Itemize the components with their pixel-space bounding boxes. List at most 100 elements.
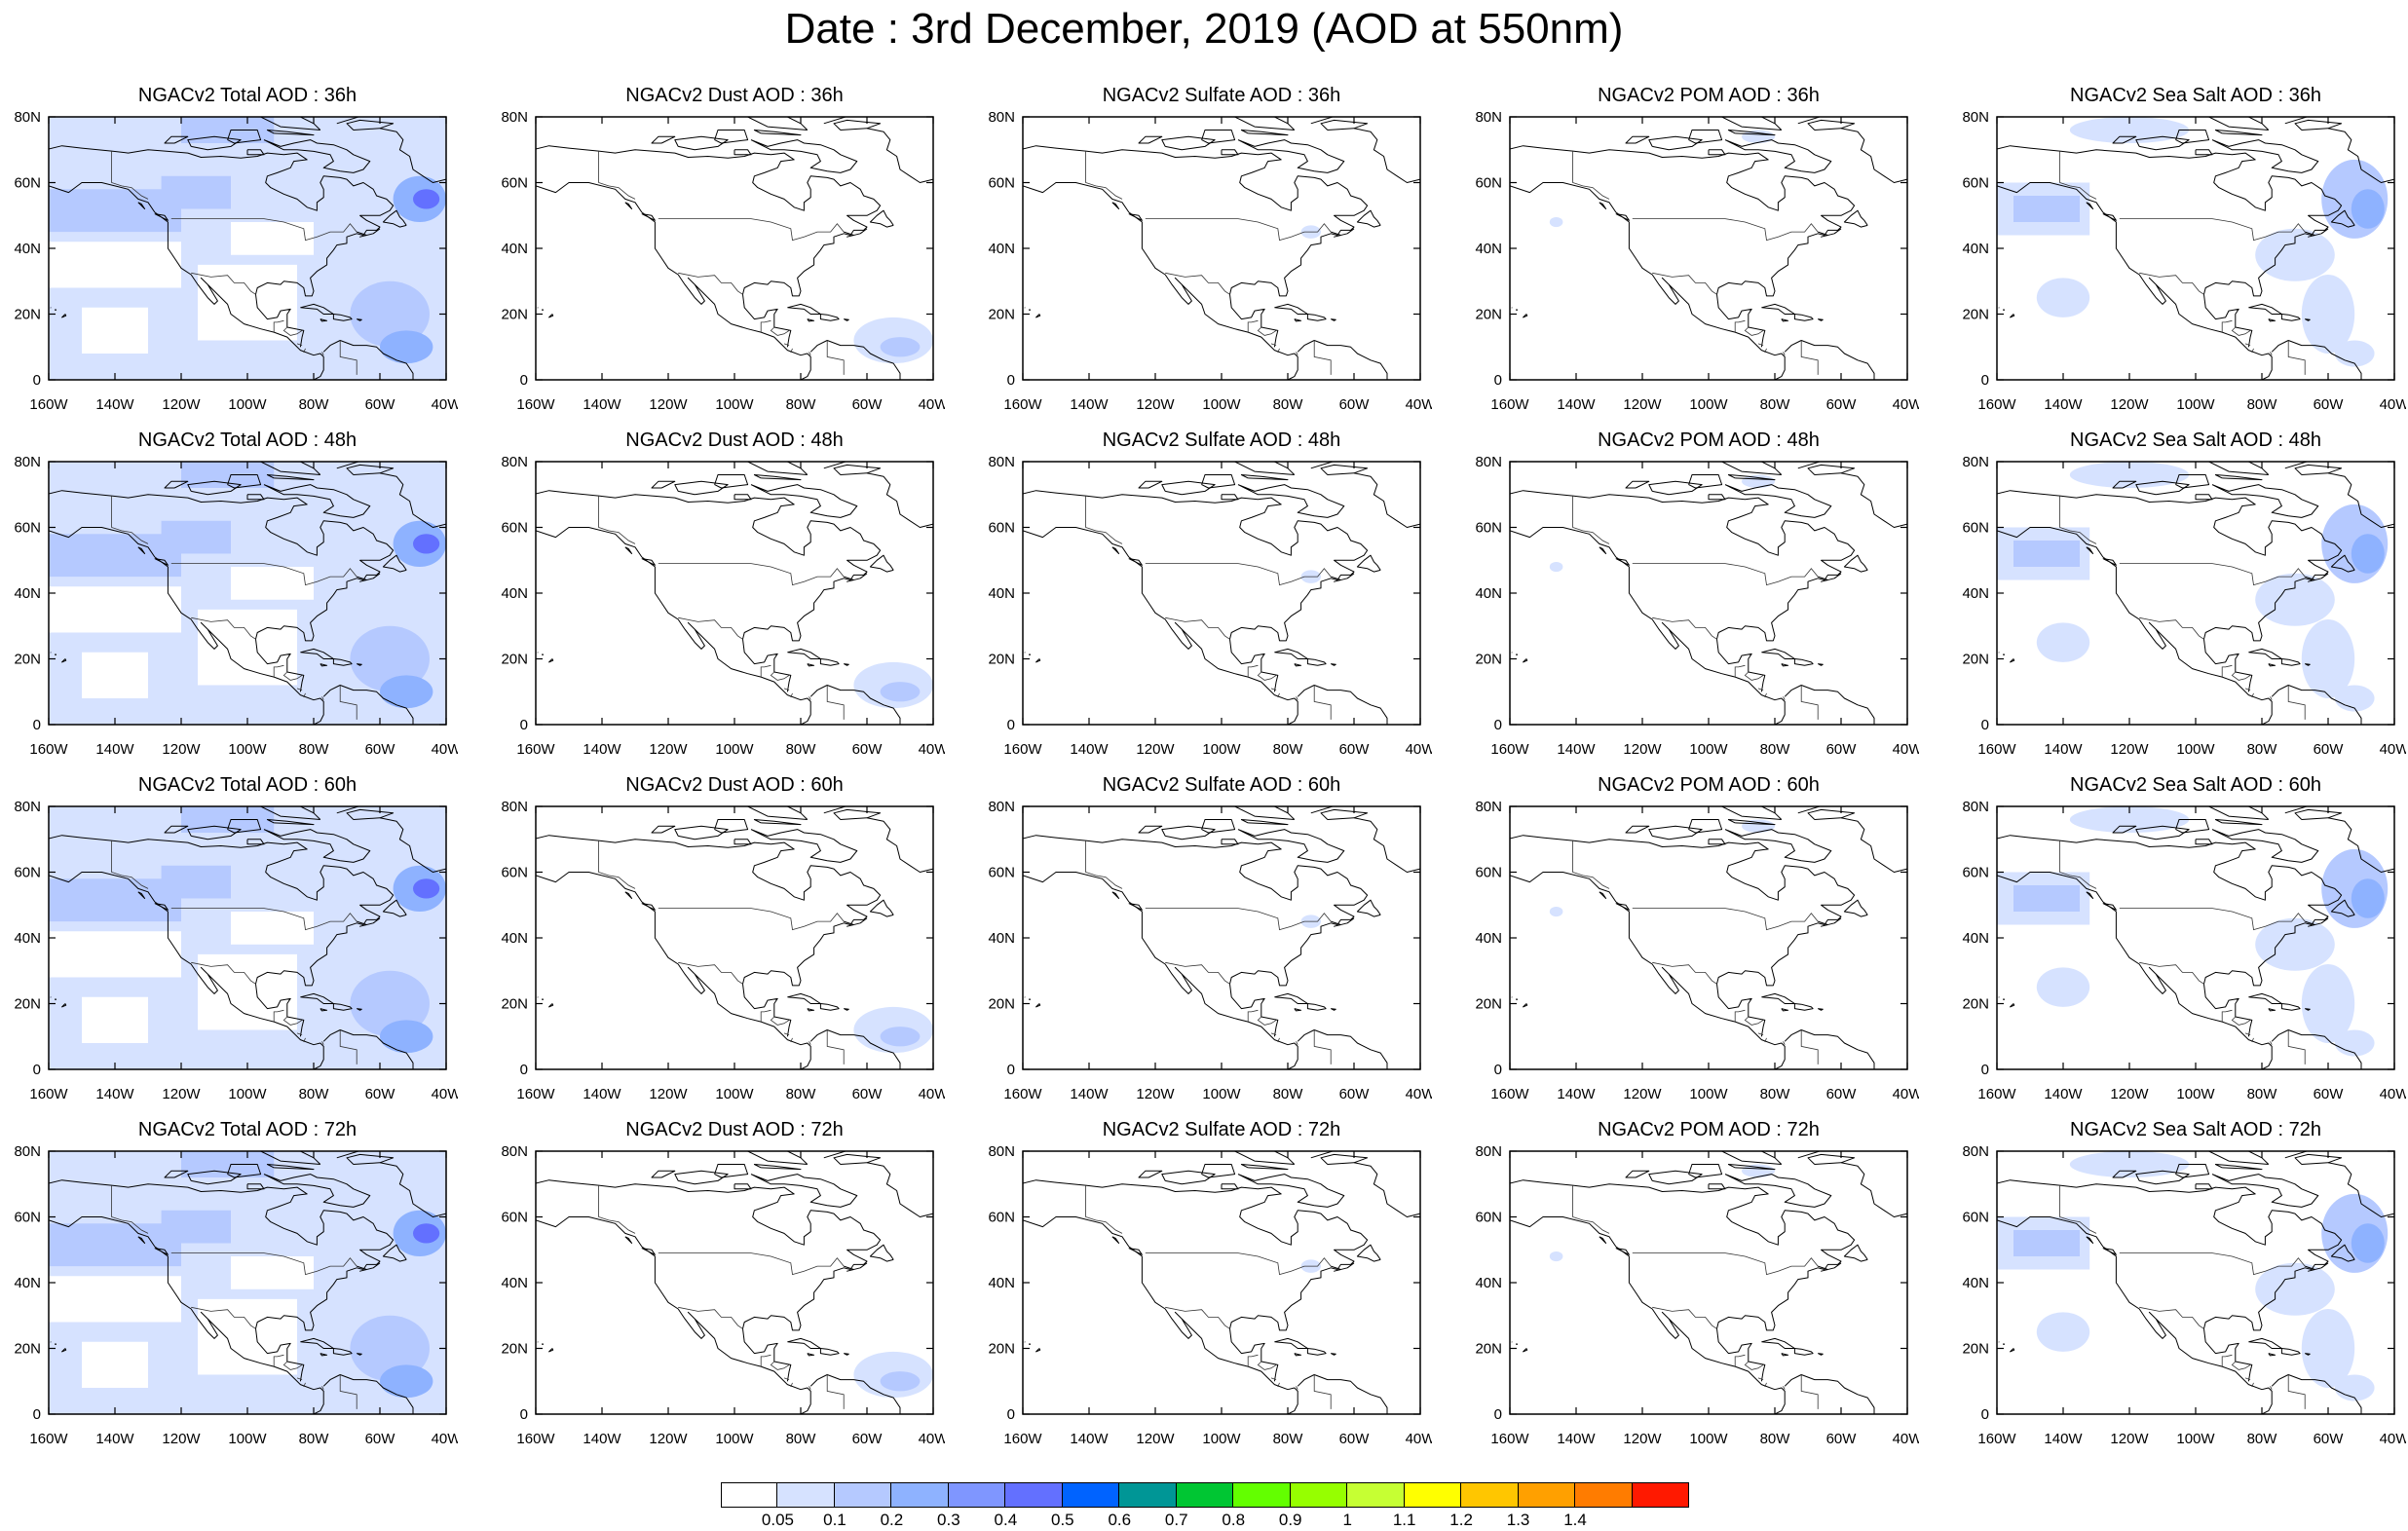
lat-tick-label: 0 — [1007, 1062, 1015, 1078]
lon-tick-label: 80W — [2247, 396, 2278, 413]
lon-tick-label: 60W — [852, 741, 884, 758]
colorbar-swatch — [1233, 1482, 1291, 1508]
map-panel: NGACv2 POM AOD : 36h 160W 140W 120W 100W 80W 6… — [1461, 84, 1919, 415]
lon-tick-label: 100W — [228, 741, 267, 758]
coastlines — [1023, 117, 1420, 380]
panel-title: NGACv2 Total AOD : 36h — [137, 85, 357, 106]
lon-tick-label: 60W — [852, 1431, 884, 1447]
lon-tick-label: 140W — [583, 1431, 621, 1447]
lat-tick-label: 60N — [501, 520, 528, 537]
lat-tick-label: 60N — [988, 175, 1015, 192]
lat-tick-label: 0 — [1494, 717, 1502, 733]
lat-tick-label: 40N — [1475, 241, 1502, 257]
map-frame — [1509, 461, 1908, 726]
lat-tick-label: 80N — [14, 109, 41, 126]
panel-title: NGACv2 Total AOD : 72h — [137, 1119, 357, 1140]
lat-tick-label: 40N — [1475, 585, 1502, 602]
panel-title: NGACv2 POM AOD : 48h — [1598, 429, 1820, 451]
map-plot: 160W 140W 120W 100W 80W 60W 40W 0 20N 40N 60N 80N — [501, 799, 945, 1102]
lon-tick-label: 100W — [1202, 1086, 1241, 1102]
lon-tick-label: 100W — [1202, 741, 1241, 758]
lat-tick-label: 0 — [33, 1062, 41, 1078]
lat-tick-label: 60N — [1475, 865, 1502, 881]
lat-tick-label: 40N — [14, 930, 41, 947]
colorbar-swatch — [721, 1482, 778, 1508]
lon-tick-label: 160W — [1977, 741, 2016, 758]
lat-tick-label: 80N — [501, 454, 528, 470]
lat-tick-label: 40N — [14, 241, 41, 257]
colorbar-label: 0.6 — [1108, 1511, 1132, 1529]
lat-tick-label: 0 — [1494, 1406, 1502, 1423]
lat-tick-label: 40N — [501, 930, 528, 947]
panel-title: NGACv2 POM AOD : 60h — [1598, 774, 1820, 796]
lon-tick-label: 60W — [852, 396, 884, 413]
lon-tick-label: 160W — [29, 1431, 68, 1447]
coastlines — [49, 1151, 446, 1414]
lon-tick-label: 40W — [919, 1086, 945, 1102]
lon-tick-label: 60W — [1826, 741, 1858, 758]
lon-tick-label: 100W — [2176, 396, 2215, 413]
lon-tick-label: 100W — [715, 741, 754, 758]
panel-title: NGACv2 Sea Salt AOD : 72h — [2070, 1119, 2321, 1140]
aod-field — [853, 661, 933, 709]
coastlines — [1023, 1151, 1420, 1414]
lon-tick-label: 160W — [1490, 1086, 1529, 1102]
country-borders — [1085, 840, 1332, 1064]
lon-tick-label: 80W — [1760, 1086, 1791, 1102]
country-borders — [1572, 840, 1819, 1064]
aod-field — [49, 462, 446, 725]
lon-tick-label: 60W — [365, 741, 396, 758]
lon-tick-label: 120W — [1623, 1431, 1662, 1447]
coastlines — [536, 1151, 933, 1414]
lon-tick-label: 100W — [228, 1086, 267, 1102]
lon-tick-label: 40W — [432, 741, 458, 758]
lon-tick-label: 120W — [162, 1431, 201, 1447]
lat-tick-label: 0 — [520, 1062, 528, 1078]
aod-field — [853, 317, 933, 364]
country-borders — [1085, 151, 1332, 375]
lat-tick-label: 0 — [520, 372, 528, 389]
map-panel: NGACv2 Sulfate AOD : 72h 160W 140W 120W 100W… — [974, 1118, 1432, 1449]
lat-tick-label: 20N — [1962, 996, 1989, 1013]
lon-tick-label: 100W — [1689, 396, 1728, 413]
lat-tick-label: 80N — [501, 1143, 528, 1160]
lat-tick-label: 60N — [1962, 865, 1989, 881]
lon-tick-label: 40W — [1406, 1086, 1432, 1102]
lon-tick-label: 80W — [299, 396, 330, 413]
lon-tick-label: 60W — [365, 396, 396, 413]
country-borders — [1085, 1185, 1332, 1409]
lat-tick-label: 0 — [520, 717, 528, 733]
lat-tick-label: 60N — [1475, 520, 1502, 537]
map-frame — [1022, 116, 1421, 381]
lat-tick-label: 20N — [1962, 652, 1989, 668]
panel-title: NGACv2 Dust AOD : 36h — [625, 85, 844, 106]
colorbar-label: 0.8 — [1222, 1511, 1246, 1529]
lon-tick-label: 100W — [715, 1086, 754, 1102]
lat-tick-label: 80N — [988, 454, 1015, 470]
map-frame — [1509, 116, 1908, 381]
map-plot: 160W 140W 120W 100W 80W 60W 40W 0 20N 40N 60N 80N — [1962, 454, 2406, 758]
country-borders — [598, 496, 845, 720]
lon-tick-label: 120W — [162, 1086, 201, 1102]
lon-tick-label: 100W — [2176, 1086, 2215, 1102]
map-plot: 160W 140W 120W 100W 80W 60W 40W 0 20N 40N 60N 80N — [1962, 109, 2406, 413]
panel-title: NGACv2 Total AOD : 48h — [137, 429, 357, 451]
lat-tick-label: 20N — [1475, 307, 1502, 323]
map-plot: 160W 140W 120W 100W 80W 60W 40W 0 20N 40N 60N 80N — [988, 1143, 1432, 1447]
lon-tick-label: 40W — [2380, 1086, 2406, 1102]
colorbar-swatch — [1290, 1482, 1348, 1508]
lon-tick-label: 160W — [1490, 396, 1529, 413]
aod-field — [1549, 819, 1775, 917]
lon-tick-label: 80W — [299, 1086, 330, 1102]
lon-tick-label: 140W — [583, 741, 621, 758]
lon-tick-label: 100W — [228, 1431, 267, 1447]
lat-tick-label: 60N — [14, 865, 41, 881]
lat-tick-label: 40N — [1475, 1275, 1502, 1291]
map-plot: 160W 140W 120W 100W 80W 60W 40W 0 20N 40N 60N 80N — [1475, 1143, 1919, 1447]
colorbar-label: 1.2 — [1449, 1511, 1473, 1529]
lon-tick-label: 140W — [1070, 741, 1109, 758]
map-plot: 160W 140W 120W 100W 80W 60W 40W 0 20N 40N 60N 80N — [988, 109, 1432, 413]
lon-tick-label: 160W — [1977, 1086, 2016, 1102]
lat-tick-label: 20N — [988, 652, 1015, 668]
lon-tick-label: 80W — [1760, 1431, 1791, 1447]
